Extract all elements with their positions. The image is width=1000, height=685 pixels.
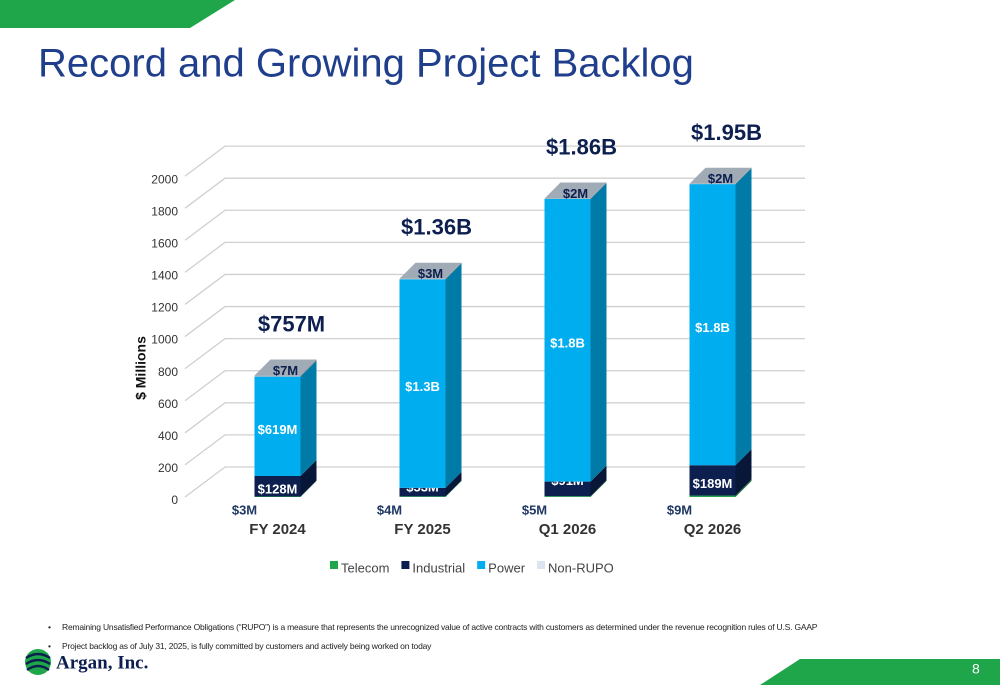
legend-label: Non-RUPO xyxy=(548,560,614,575)
bar-segment xyxy=(399,487,446,497)
legend-label: Telecom xyxy=(341,560,389,575)
bar-side xyxy=(590,182,607,199)
grid-line xyxy=(184,177,805,209)
bottom-accent xyxy=(760,659,1000,685)
bar-segment xyxy=(689,495,736,497)
bar-segment xyxy=(544,481,591,497)
total-label: $1.86B xyxy=(546,134,617,159)
value-label: $5M xyxy=(522,502,547,517)
bar-top xyxy=(689,167,752,184)
bar-side xyxy=(590,480,607,497)
total-label: $1.36B xyxy=(401,215,472,240)
x-tick-label: FY 2025 xyxy=(394,521,450,538)
y-tick-label: 200 xyxy=(158,461,178,475)
x-tick-label: Q2 2026 xyxy=(684,521,742,538)
grid-line xyxy=(184,434,805,466)
value-label: $7M xyxy=(273,363,298,378)
y-axis-label: $ Millions xyxy=(133,336,149,400)
value-label: $4M xyxy=(377,502,402,517)
bar-side xyxy=(445,263,462,488)
bar-side xyxy=(445,471,462,497)
value-label: $2M xyxy=(563,186,588,201)
bar-side xyxy=(300,480,317,497)
bar-side xyxy=(445,262,462,280)
y-tick-label: 1800 xyxy=(151,204,178,218)
footnote: Remaining Unsatisfied Performance Obliga… xyxy=(48,622,817,632)
value-label: $1.3B xyxy=(405,379,440,394)
x-tick-label: FY 2024 xyxy=(249,521,306,538)
value-label: $128M xyxy=(258,482,298,497)
y-tick-label: 1000 xyxy=(151,333,178,347)
bar-side xyxy=(300,459,317,497)
slide-title: Record and Growing Project Backlog xyxy=(38,42,694,86)
grid-line xyxy=(184,370,805,402)
bar-segment xyxy=(254,376,301,476)
bar-side xyxy=(735,449,752,496)
bar-segment xyxy=(689,184,736,466)
bar-side xyxy=(590,182,607,482)
grid-line xyxy=(184,305,805,338)
y-tick-label: 0 xyxy=(171,493,178,507)
grid-line xyxy=(184,145,805,177)
y-tick-label: 600 xyxy=(158,397,178,411)
bar-segment xyxy=(544,198,591,482)
bar-segment xyxy=(399,279,446,488)
value-label: $1.8B xyxy=(695,320,730,335)
value-label: $3M xyxy=(418,266,443,281)
logo-swoosh xyxy=(25,652,51,672)
grid-line xyxy=(184,273,805,305)
bar-side xyxy=(300,360,317,476)
bar-top xyxy=(544,182,607,199)
value-label: $3M xyxy=(232,502,257,517)
y-tick-label: 2000 xyxy=(151,172,178,186)
grid-line xyxy=(184,402,805,434)
value-label: $189M xyxy=(693,476,733,491)
grid-line xyxy=(184,209,805,241)
legend-swatch xyxy=(537,561,546,569)
bar-side xyxy=(300,359,317,377)
bar-side xyxy=(735,479,752,497)
total-label: $757M xyxy=(258,311,325,336)
value-label: $1.8B xyxy=(550,336,585,351)
bar-segment xyxy=(254,475,301,497)
top-accent xyxy=(0,0,235,28)
y-tick-label: 1400 xyxy=(151,269,178,283)
grid-line xyxy=(184,241,805,273)
total-label: $1.95B xyxy=(691,120,762,145)
value-label: $9M xyxy=(667,502,692,517)
y-tick-label: 800 xyxy=(158,365,178,379)
value-label: $2M xyxy=(708,171,733,186)
legend-swatch xyxy=(330,561,338,569)
bar-side xyxy=(445,480,462,497)
bar-segment xyxy=(544,496,591,497)
footnote: Project backlog as of July 31, 2025, is … xyxy=(48,641,431,651)
y-tick-label: 400 xyxy=(158,429,178,443)
y-tick-label: 1200 xyxy=(151,301,178,315)
bar-segment xyxy=(399,496,446,497)
page-number: 8 xyxy=(972,661,980,677)
bar-side xyxy=(735,168,752,466)
y-tick-label: 1600 xyxy=(151,236,178,250)
bar-segment xyxy=(689,465,736,496)
legend-label: Industrial xyxy=(412,560,465,575)
bar-side xyxy=(590,465,607,497)
value-label: $619M xyxy=(258,422,298,437)
grid-line xyxy=(184,337,805,370)
company-name: Argan, Inc. xyxy=(56,652,148,673)
legend-label: Power xyxy=(488,560,526,575)
bar-top xyxy=(399,262,462,279)
bar-segment xyxy=(254,375,301,377)
legend-swatch xyxy=(401,561,410,569)
x-tick-label: Q1 2026 xyxy=(539,521,597,538)
grid-line xyxy=(184,466,805,498)
bar-top xyxy=(254,359,317,376)
legend-swatch xyxy=(477,561,486,569)
bar-side xyxy=(735,167,752,185)
